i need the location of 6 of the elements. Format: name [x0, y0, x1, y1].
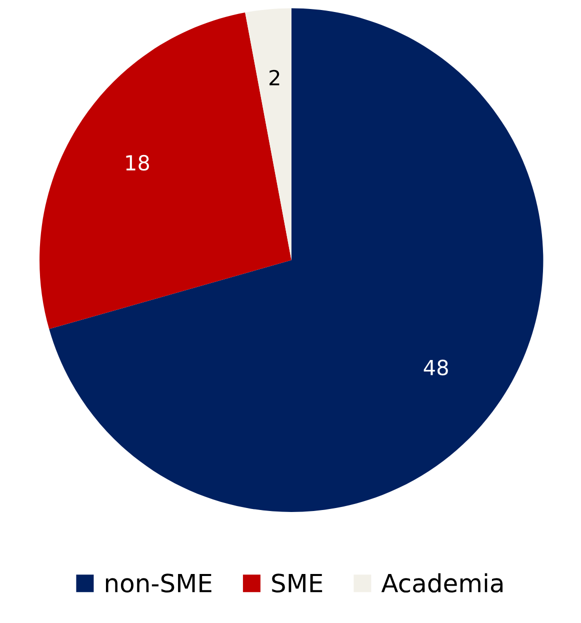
legend-label: Academia [381, 573, 503, 593]
legend-label: non-SME [106, 574, 212, 593]
legend-label: SME [272, 574, 322, 593]
data-label: 48 [424, 360, 448, 376]
data-label: 18 [126, 154, 150, 171]
data-label: 2 [270, 70, 280, 86]
